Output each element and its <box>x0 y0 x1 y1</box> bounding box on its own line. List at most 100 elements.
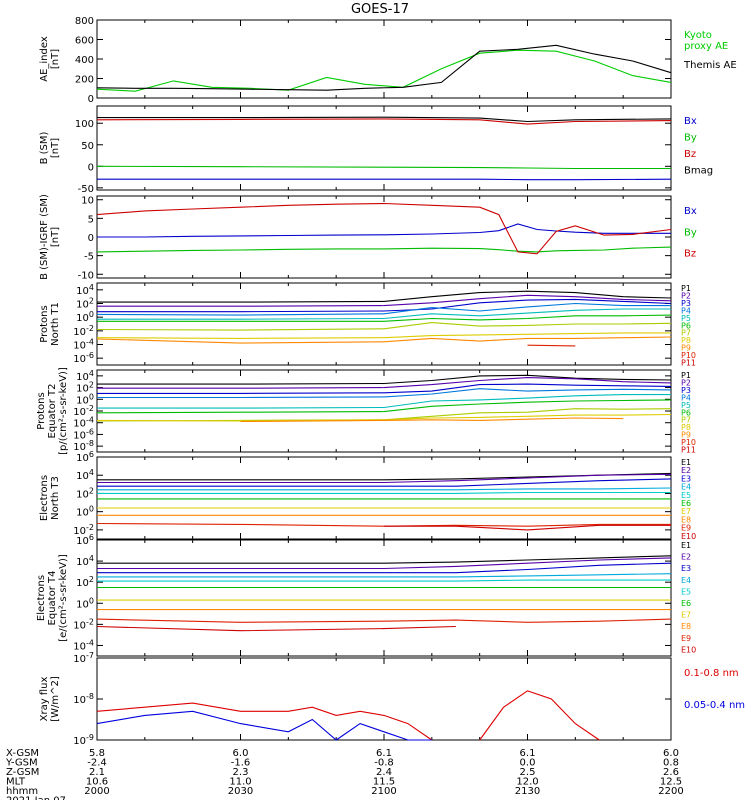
series-bigrf-by <box>96 246 672 253</box>
ytick-label-eeq-4: 10-2 <box>73 617 94 631</box>
legend-xray-1: 0.05-0.4 nm <box>684 700 745 711</box>
ytick-label-peq-4: 10-4 <box>73 416 94 430</box>
xaxis-value-2-0: 6.1 <box>376 748 392 759</box>
series-peq-p9 <box>240 417 624 423</box>
series-peq-p2 <box>97 377 672 389</box>
series-eeq-e5 <box>97 579 671 582</box>
ytick-label-bsm-1: 0 <box>88 162 94 173</box>
legend-ae-0: Kyoto <box>684 30 712 41</box>
legend-bigrf-0: Bx <box>684 206 697 217</box>
channel-label-enorth-E2: E2 <box>681 466 691 475</box>
series-pnorth-p4 <box>96 302 671 316</box>
ytick-label-peq-3: 10-2 <box>73 404 94 418</box>
series-bigrf-bx <box>97 223 671 238</box>
series-xray-0-1-0-8-nm <box>96 690 600 741</box>
ytick-label-enorth-4: 10-2 <box>73 523 94 537</box>
xaxis-value-4-1: 0.8 <box>663 758 679 769</box>
series-eeq-e2 <box>97 557 672 570</box>
channel-label-pnorth-P3: P3 <box>681 299 691 308</box>
channel-label-pnorth-P7: P7 <box>681 329 691 338</box>
legend-bsm-0: Bx <box>684 116 697 127</box>
channel-label-enorth-E10: E10 <box>681 532 696 541</box>
ytick-label-eeq-3: 100 <box>76 596 94 610</box>
channel-label-peq-P11: P11 <box>681 446 696 455</box>
channel-label-peq-P4: P4 <box>681 393 691 402</box>
xaxis-value-3-3: 12.0 <box>516 777 538 788</box>
ylabel-bigrf-0: B (SM)-IGRF (SM) <box>39 194 50 280</box>
ylabel-eeq-2: [e/(cm²-s-sr-keV)] <box>58 554 69 642</box>
series-pnorth-p1 <box>97 290 672 303</box>
date-label: 2021 Jan 07 <box>6 796 66 800</box>
series-pnorth-p10 <box>527 344 576 347</box>
ytick-label-eeq-0: 106 <box>76 533 94 547</box>
series-pnorth-p9 <box>96 336 672 344</box>
channel-label-pnorth-P6: P6 <box>681 321 691 330</box>
series-enorth-e3 <box>97 478 672 487</box>
channel-label-peq-P3: P3 <box>681 386 691 395</box>
ylabel-eeq-1: Equator T4 <box>47 571 58 626</box>
ylabel-peq-1: Equator T2 <box>47 384 58 439</box>
ytick-label-xray-1: 10-8 <box>73 692 94 706</box>
channel-label-peq-P8: P8 <box>681 423 691 432</box>
xaxis-value-3-1: 0.0 <box>520 758 536 769</box>
channel-label-pnorth-P11: P11 <box>681 359 696 368</box>
series-eeq-e4 <box>97 573 672 578</box>
channel-label-peq-P1: P1 <box>681 371 691 380</box>
ytick-label-ae-3: 600 <box>75 36 94 47</box>
channel-label-eeq-E8: E8 <box>681 622 691 631</box>
xaxis-value-2-4: 2100 <box>371 786 396 797</box>
ytick-label-ae-4: 800 <box>75 16 94 27</box>
channel-label-enorth-E1: E1 <box>681 458 691 467</box>
legend-ae-0: proxy AE <box>684 41 728 52</box>
channel-label-pnorth-P10: P10 <box>681 351 696 360</box>
legend-xray-0: 0.1-0.8 nm <box>684 668 739 679</box>
xaxis-row-label-1: Y-GSM <box>5 758 38 769</box>
legend-bsm-1: By <box>684 133 697 144</box>
xaxis-row-label-0: X-GSM <box>6 748 39 759</box>
channel-label-eeq-E4: E4 <box>681 576 691 585</box>
ylabel-enorth-1: North T3 <box>50 476 61 520</box>
series-peq-p5 <box>97 394 671 409</box>
channel-label-pnorth-P1: P1 <box>681 284 691 293</box>
series-eeq-e10 <box>97 627 599 631</box>
ylabel-ae-0: AE_index <box>39 36 50 82</box>
ylabel-bsm-1: [nT] <box>50 138 61 158</box>
ylabel-xray-1: [W/m^2] <box>50 676 61 722</box>
series-bsm-bx <box>97 178 672 181</box>
series-enorth-e5 <box>97 491 671 494</box>
ytick-label-ae-2: 400 <box>75 55 94 66</box>
series-xray-0-05-0-4-nm <box>96 710 432 741</box>
legend-bigrf-2: Bz <box>684 249 696 260</box>
legend-bsm-3: Bmag <box>684 166 713 177</box>
ytick-label-pnorth-5: 10-6 <box>73 351 94 365</box>
ytick-label-peq-2: 100 <box>76 392 94 406</box>
series-bigrf-bz <box>96 202 672 255</box>
series-ae-kyoto-proxy-ae <box>96 49 672 92</box>
panel-frame-xray <box>96 657 672 741</box>
ytick-label-enorth-3: 100 <box>76 505 94 519</box>
ytick-label-bigrf-1: -5 <box>84 252 94 263</box>
xaxis-value-4-4: 2200 <box>658 786 683 797</box>
ytick-label-bigrf-4: 10 <box>81 196 94 207</box>
xaxis-value-4-3: 12.5 <box>660 777 682 788</box>
channel-label-enorth-E3: E3 <box>681 474 691 483</box>
xaxis-row-label-2: Z-GSM <box>6 767 39 778</box>
ytick-label-pnorth-2: 100 <box>76 310 94 324</box>
ytick-label-enorth-0: 106 <box>76 450 94 464</box>
ytick-label-ae-1: 200 <box>75 75 94 86</box>
xaxis-value-4-0: 6.0 <box>663 748 679 759</box>
channel-label-pnorth-P4: P4 <box>681 306 691 315</box>
channel-label-enorth-E8: E8 <box>681 515 691 524</box>
series-enorth-e4 <box>97 487 672 491</box>
channel-label-peq-P7: P7 <box>681 416 691 425</box>
ylabel-xray-0: Xray flux <box>39 677 50 722</box>
channel-label-enorth-E6: E6 <box>681 499 691 508</box>
ylabel-eeq-0: Electrons <box>36 575 47 621</box>
channel-label-eeq-E6: E6 <box>681 599 691 608</box>
ytick-label-peq-6: 10-8 <box>73 439 94 453</box>
series-bsm-bmag <box>97 116 672 123</box>
series-pnorth-p7 <box>96 322 672 331</box>
ytick-label-eeq-1: 104 <box>76 554 94 568</box>
